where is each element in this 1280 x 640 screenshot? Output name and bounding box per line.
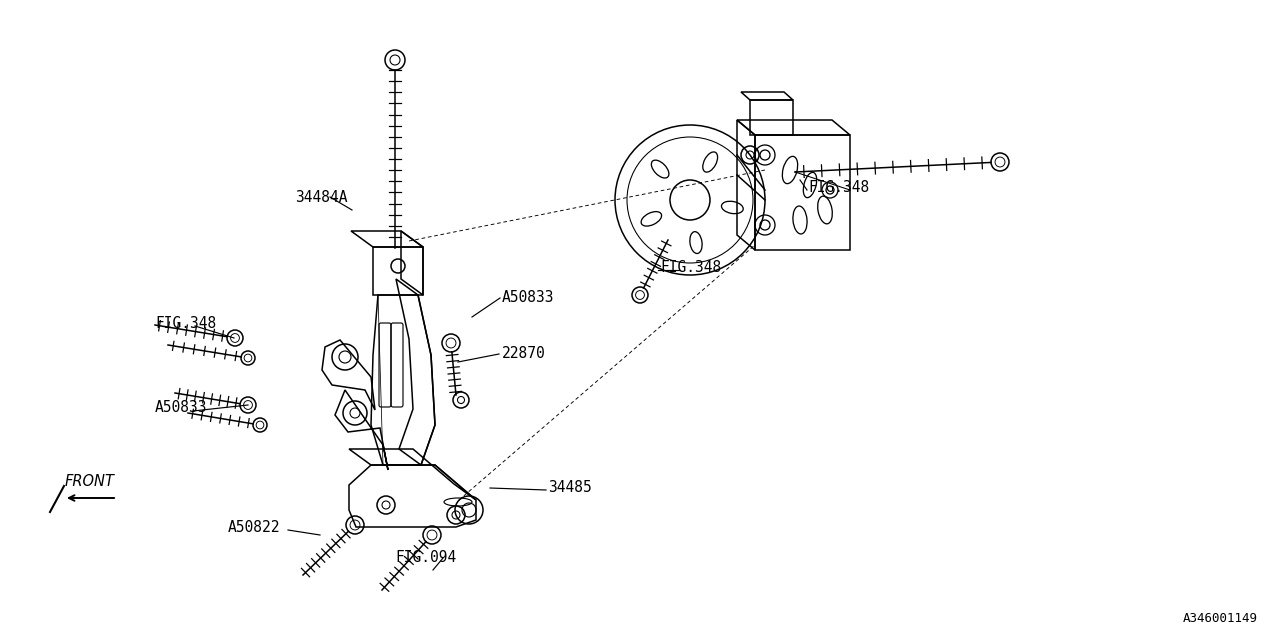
Text: A346001149: A346001149: [1183, 612, 1258, 625]
Text: FIG.348: FIG.348: [660, 260, 721, 275]
Text: 34485: 34485: [548, 481, 591, 495]
Text: 34484A: 34484A: [294, 189, 347, 205]
Text: 22870: 22870: [502, 346, 545, 360]
Text: FIG.094: FIG.094: [396, 550, 456, 566]
Text: A50833: A50833: [155, 401, 207, 415]
Text: A50822: A50822: [228, 520, 280, 536]
Text: FRONT: FRONT: [65, 474, 115, 490]
Text: FIG.348: FIG.348: [808, 179, 869, 195]
Text: FIG.348: FIG.348: [155, 316, 216, 330]
Text: A50833: A50833: [502, 291, 554, 305]
